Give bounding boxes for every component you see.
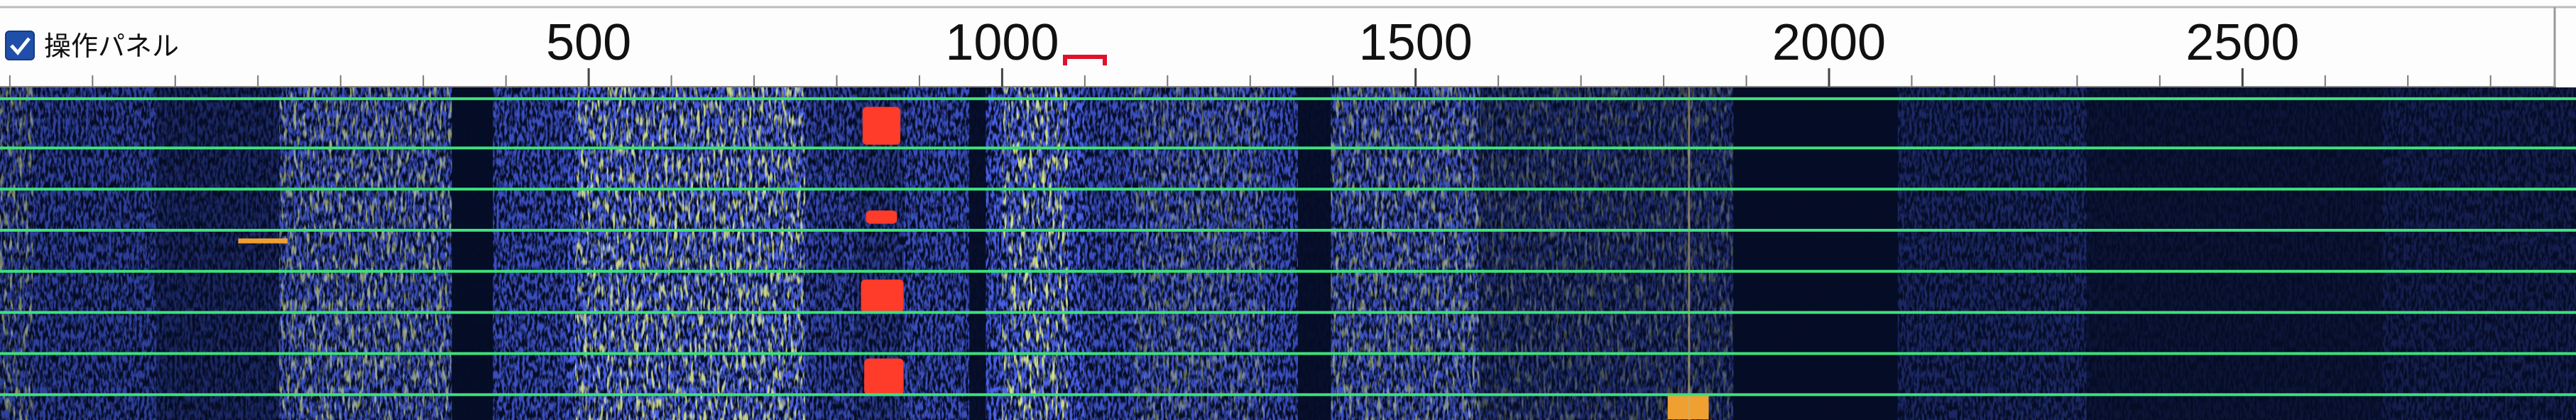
noise-band bbox=[1733, 87, 1898, 420]
noise-band bbox=[804, 87, 855, 420]
orange-signal bbox=[238, 238, 288, 244]
signal-band bbox=[1002, 87, 1069, 420]
signal-band bbox=[1478, 87, 1734, 420]
scale-background bbox=[0, 0, 2576, 87]
noise-band bbox=[903, 87, 970, 420]
noise-band bbox=[2382, 87, 2576, 420]
noise-band bbox=[1897, 87, 2087, 420]
tick-label: 1000 bbox=[945, 14, 1059, 71]
time-markers bbox=[0, 97, 2576, 397]
tick-label: 500 bbox=[546, 14, 631, 71]
tick-label: 2000 bbox=[1772, 14, 1886, 71]
noise-band bbox=[493, 87, 567, 420]
frequency-scale: 50010001500200025003000 bbox=[9, 14, 2492, 87]
waterfall-signals bbox=[0, 87, 1734, 420]
noise-band bbox=[2086, 87, 2383, 420]
signal-band bbox=[0, 87, 33, 420]
waterfall-strong-signals bbox=[238, 87, 1709, 420]
panel-checkbox[interactable]: 操作パネル bbox=[5, 31, 179, 62]
noise-band bbox=[969, 87, 986, 420]
red-signal bbox=[864, 358, 904, 395]
signal-band bbox=[1331, 87, 1479, 420]
noise-band bbox=[1298, 87, 1331, 420]
signal-band bbox=[1133, 87, 1265, 420]
checkbox[interactable] bbox=[5, 31, 35, 60]
noise-band bbox=[155, 87, 280, 420]
red-signal bbox=[866, 210, 897, 224]
tick-label: 1500 bbox=[1359, 14, 1473, 71]
signal-band bbox=[279, 87, 452, 420]
red-signal bbox=[862, 107, 901, 145]
tx-marker bbox=[1063, 55, 1107, 65]
noise-band bbox=[452, 87, 493, 420]
checkmark bbox=[10, 37, 31, 55]
tick-label: 2500 bbox=[2185, 14, 2299, 71]
signal-band bbox=[574, 87, 805, 420]
red-signal bbox=[861, 279, 904, 313]
checkbox-label[interactable]: 操作パネル bbox=[44, 31, 179, 62]
